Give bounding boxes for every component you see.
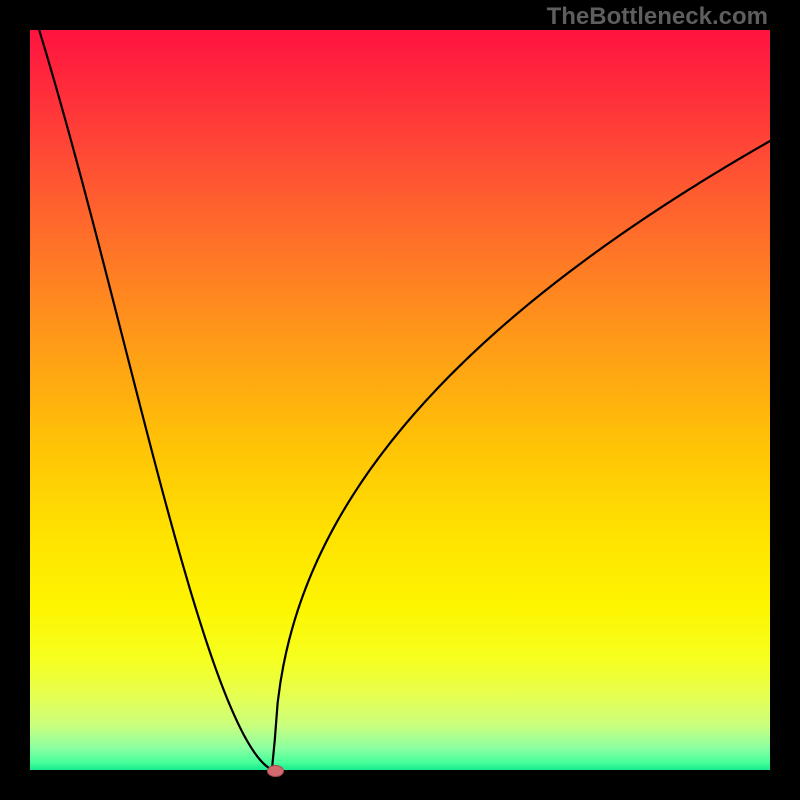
watermark-text: TheBottleneck.com (547, 3, 768, 31)
plot-gradient-background (30, 30, 770, 770)
chart-container: TheBottleneck.com (0, 0, 800, 800)
minimum-marker (267, 765, 284, 777)
